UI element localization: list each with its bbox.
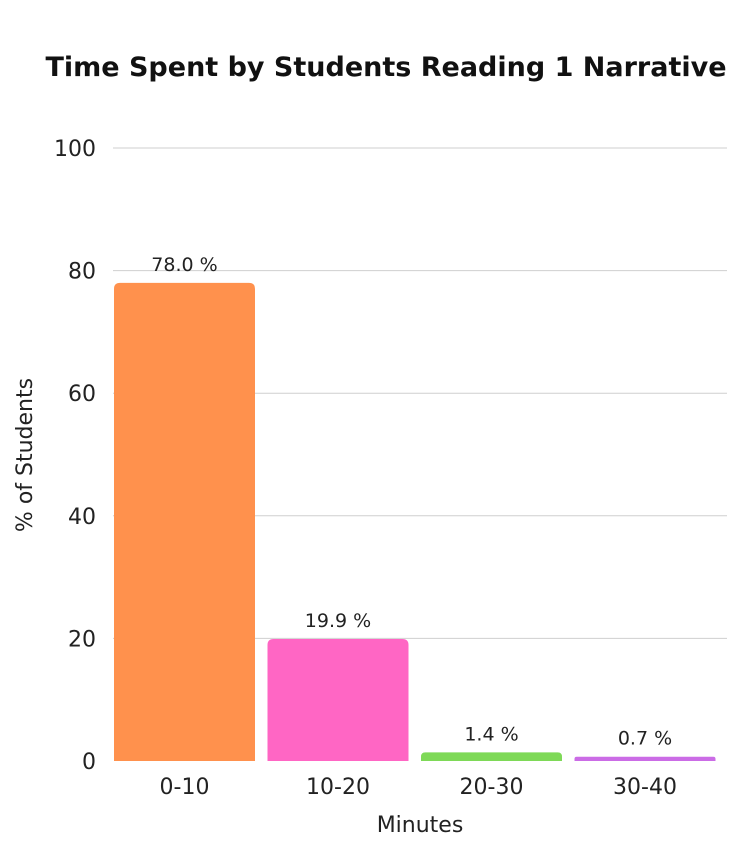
x-tick-label: 0-10 <box>160 775 210 800</box>
y-tick-label: 40 <box>68 505 96 530</box>
data-labels: 78.0 % 19.9 % 1.4 % 0.7 % <box>151 254 672 750</box>
data-label-0-10: 78.0 % <box>151 254 217 276</box>
y-tick-label: 80 <box>68 260 96 285</box>
bar-10-20 <box>267 639 409 761</box>
x-axis-label: Minutes <box>377 813 464 838</box>
y-tick-label: 100 <box>54 137 96 162</box>
y-axis-ticks: 0 20 40 60 80 100 <box>54 137 96 775</box>
data-label-30-40: 0.7 % <box>618 728 672 750</box>
bar-30-40 <box>574 756 716 761</box>
y-tick-label: 60 <box>68 382 96 407</box>
y-axis-label: % of Students <box>13 378 38 532</box>
x-tick-label: 20-30 <box>460 775 524 800</box>
x-tick-label: 10-20 <box>306 775 370 800</box>
data-label-10-20: 19.9 % <box>305 610 371 632</box>
x-tick-label: 30-40 <box>613 775 677 800</box>
y-tick-label: 0 <box>82 750 96 775</box>
x-axis-ticks: 0-10 10-20 20-30 30-40 <box>160 775 677 800</box>
chart-title: Time Spent by Students Reading 1 Narrati… <box>45 52 726 83</box>
bar-20-30 <box>421 752 562 761</box>
bar-0-10 <box>114 282 255 761</box>
data-label-20-30: 1.4 % <box>464 723 518 745</box>
y-tick-label: 20 <box>68 627 96 652</box>
bars <box>114 282 716 761</box>
